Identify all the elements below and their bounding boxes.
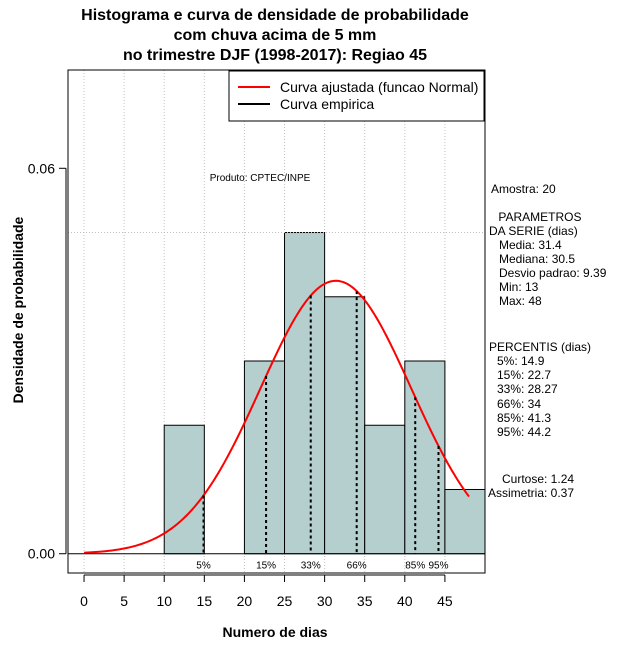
- x-tick-label: 35: [357, 593, 373, 609]
- x-tick-label: 25: [277, 593, 293, 609]
- chart-title-line-3: no trimestre DJF (1998-2017): Regiao 45: [122, 47, 428, 64]
- x-axis-label: Numero de dias: [222, 624, 328, 640]
- percentile-label: 95%: [428, 561, 448, 572]
- chart-title-line-2: com chuva acima de 5 mm: [173, 27, 377, 44]
- percentile-15: 15%: 22.7: [497, 368, 552, 382]
- product-annotation: Produto: CPTEC/INPE: [210, 173, 311, 184]
- percentile-95: 95%: 44.2: [497, 425, 552, 439]
- x-tick-label: 20: [237, 593, 253, 609]
- kurtosis: Curtose: 1.24: [502, 472, 575, 486]
- percentile-66: 66%: 34: [497, 397, 542, 411]
- param-median: Mediana: 30.5: [499, 252, 576, 266]
- percentile-label: 15%: [256, 561, 276, 572]
- legend-label: Curva empirica: [280, 96, 374, 112]
- x-tick-label: 10: [156, 593, 172, 609]
- y-tick-label: 0.06: [28, 160, 55, 176]
- histogram-bar: [404, 360, 446, 555]
- percentiles-title: PERCENTIS (dias): [489, 340, 592, 354]
- x-tick-label: 15: [197, 593, 213, 609]
- histogram-bar: [364, 424, 406, 555]
- histogram-bar: [444, 488, 486, 555]
- plot-frame: [67, 69, 486, 574]
- parameters-title-line-2: DA SERIE (dias): [489, 224, 578, 238]
- histogram-bar: [243, 360, 286, 555]
- chart-title-line-1: Histograma e curva de densidade de proba…: [81, 7, 469, 24]
- x-tick-label: 40: [397, 593, 413, 609]
- parameters-title-line-1: PARAMETROS: [495, 210, 582, 224]
- y-axis-label: Densidade de probabilidade: [10, 216, 26, 404]
- percentile-33: 33%: 28.27: [497, 382, 558, 396]
- percentile-label: 33%: [301, 561, 321, 572]
- x-tick-label: 5: [120, 593, 128, 609]
- percentile-5: 5%: 14.9: [497, 354, 545, 368]
- x-tick-label: 45: [437, 593, 453, 609]
- skewness: Assimetria: 0.37: [488, 486, 575, 500]
- param-std-dev: Desvio padrao: 9.39: [499, 266, 607, 280]
- legend-box: [228, 70, 485, 122]
- y-tick-label: 0.00: [28, 546, 55, 562]
- percentile-label: 66%: [347, 561, 367, 572]
- sample-size: Amostra: 20: [491, 182, 556, 196]
- percentile-label: 85%: [405, 561, 425, 572]
- x-tick-label: 0: [80, 593, 88, 609]
- param-min: Min: 13: [499, 280, 539, 294]
- legend-label: Curva ajustada (funcao Normal): [280, 79, 478, 95]
- percentile-label: 5%: [196, 561, 211, 572]
- histogram-bar: [163, 424, 205, 555]
- param-mean: Media: 31.4: [499, 238, 562, 252]
- normal-fit-curve: [83, 279, 470, 554]
- param-max: Max: 48: [499, 294, 542, 308]
- histogram-bar: [284, 232, 326, 555]
- histogram-bar: [324, 296, 366, 555]
- percentile-85: 85%: 41.3: [497, 411, 552, 425]
- x-tick-label: 30: [317, 593, 333, 609]
